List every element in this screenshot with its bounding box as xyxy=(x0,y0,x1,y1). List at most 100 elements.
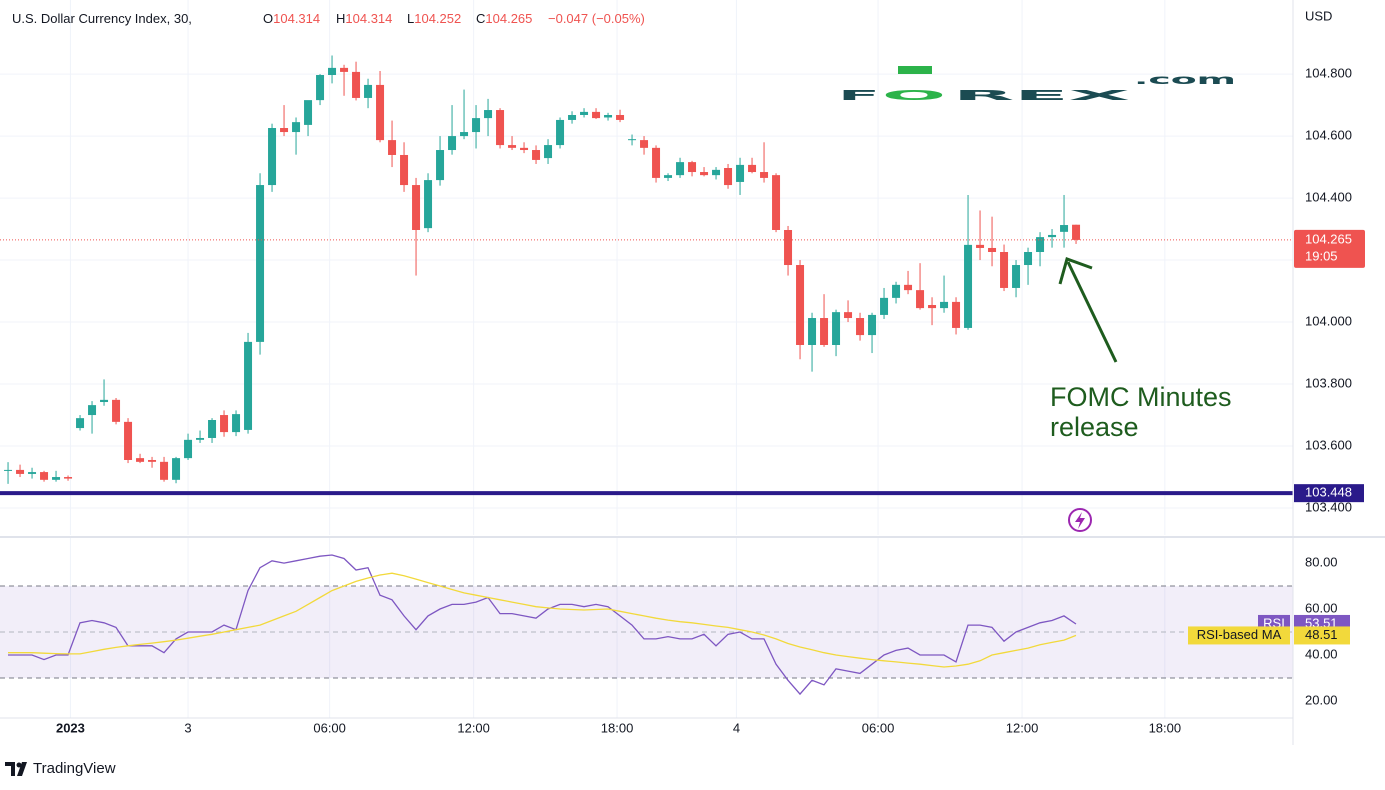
candle-body xyxy=(844,312,853,319)
candle-body xyxy=(16,469,25,474)
alert-bolt[interactable] xyxy=(1075,512,1085,529)
logo-part: REX xyxy=(953,89,1130,104)
change: −0.047 (−0.05%) xyxy=(548,11,645,26)
candle-body xyxy=(928,305,937,309)
x-tick-label: 2023 xyxy=(56,720,85,735)
symbol-title: U.S. Dollar Currency Index, 30, xyxy=(12,11,192,26)
last-price-label: 104.265 xyxy=(1305,231,1352,246)
rsi-line xyxy=(8,572,1077,668)
candle-body xyxy=(328,67,337,76)
y-tick-label: 104.000 xyxy=(1305,313,1352,328)
candle-body xyxy=(148,459,157,462)
price-label: 103.448 xyxy=(1305,485,1352,500)
ohlc-value: 104.265 xyxy=(485,11,532,26)
y-tick-label: 104.600 xyxy=(1305,128,1352,143)
candle-body xyxy=(916,290,925,309)
x-tick-label: 18:00 xyxy=(601,720,634,735)
candle-body xyxy=(280,128,289,133)
footer-text: TradingView xyxy=(33,760,116,777)
candle-body xyxy=(784,229,793,266)
candle-body xyxy=(904,284,913,291)
series-value-label: 48.51 xyxy=(1305,627,1338,642)
x-tick-label: 18:00 xyxy=(1149,720,1182,735)
annotation-arrowhead xyxy=(1058,257,1093,285)
candle-body xyxy=(1060,225,1069,232)
ohlc-label: C xyxy=(476,11,485,26)
candle-body xyxy=(688,162,697,173)
candle-body xyxy=(676,162,685,176)
y-tick-label: 103.800 xyxy=(1305,375,1352,390)
alert-icon[interactable] xyxy=(1068,508,1092,532)
candle-body xyxy=(856,318,865,336)
y-tick-label: 104.400 xyxy=(1305,190,1352,205)
ohlc-value: 104.314 xyxy=(273,11,320,26)
footer: TradingView xyxy=(5,760,116,777)
candle-body xyxy=(940,301,949,309)
rsi-tick-label: 60.00 xyxy=(1305,600,1338,615)
candle-body xyxy=(220,415,229,433)
candle-body xyxy=(712,169,721,176)
logo: F O REX .com xyxy=(838,66,1236,104)
candle-body xyxy=(664,175,673,178)
candle-body xyxy=(160,461,169,480)
candle-body xyxy=(580,111,589,115)
candle-body xyxy=(796,265,805,345)
x-tick-label: 3 xyxy=(184,720,191,735)
candle-body xyxy=(460,132,469,137)
candle-body xyxy=(1036,237,1045,253)
candle-body xyxy=(508,145,517,148)
logo-part: F xyxy=(838,89,880,104)
candle-body xyxy=(724,168,733,186)
y-tick-label: 104.800 xyxy=(1305,66,1352,81)
candle-body xyxy=(772,175,781,230)
candle-body xyxy=(4,469,13,471)
candle-body xyxy=(544,145,553,159)
candle-body xyxy=(736,164,745,182)
candle-body xyxy=(640,140,649,148)
annotation: FOMC Minutes release xyxy=(1050,257,1232,442)
candle-body xyxy=(424,180,433,229)
legend-name: RSI-based MA xyxy=(1197,627,1282,642)
plot xyxy=(0,55,1293,496)
candle-body xyxy=(352,71,361,98)
candle-body xyxy=(340,67,349,72)
candle-body xyxy=(244,341,253,430)
candle-body xyxy=(400,154,409,186)
x-tick-label: 06:00 xyxy=(313,720,346,735)
candle-body xyxy=(592,111,601,119)
candle-body xyxy=(304,100,313,125)
candle-body xyxy=(76,418,85,429)
candle-body xyxy=(28,472,37,474)
ohlc-value: 104.252 xyxy=(414,11,461,26)
candle-body xyxy=(484,110,493,119)
candle-body xyxy=(700,172,709,176)
candle-body xyxy=(748,164,757,173)
candle-body xyxy=(1000,252,1009,288)
last-price-box xyxy=(1294,229,1365,268)
annotation-text: release xyxy=(1050,412,1139,442)
candle-body xyxy=(1048,234,1057,238)
candle-body xyxy=(112,399,121,422)
ohlc-label: H xyxy=(336,11,345,26)
candle-body xyxy=(268,128,277,186)
candle-body xyxy=(628,139,637,141)
candle-body xyxy=(232,414,241,433)
candle-body xyxy=(64,477,73,479)
rsi-pane xyxy=(0,554,1293,696)
series-name-box xyxy=(1188,626,1290,645)
ohlc-label: L xyxy=(407,11,414,26)
candle-body xyxy=(868,314,877,336)
candle-body xyxy=(1072,224,1081,240)
candle-body xyxy=(136,458,145,462)
candle-body xyxy=(196,437,205,440)
candle-body xyxy=(52,477,61,480)
candle-body xyxy=(952,301,961,328)
candle-body xyxy=(388,140,397,155)
y-tick-label: 103.400 xyxy=(1305,499,1352,514)
candle-body xyxy=(292,122,301,133)
logo-part: O xyxy=(882,89,946,104)
candle-body xyxy=(436,150,445,181)
y-tick-label: 103.600 xyxy=(1305,437,1352,452)
